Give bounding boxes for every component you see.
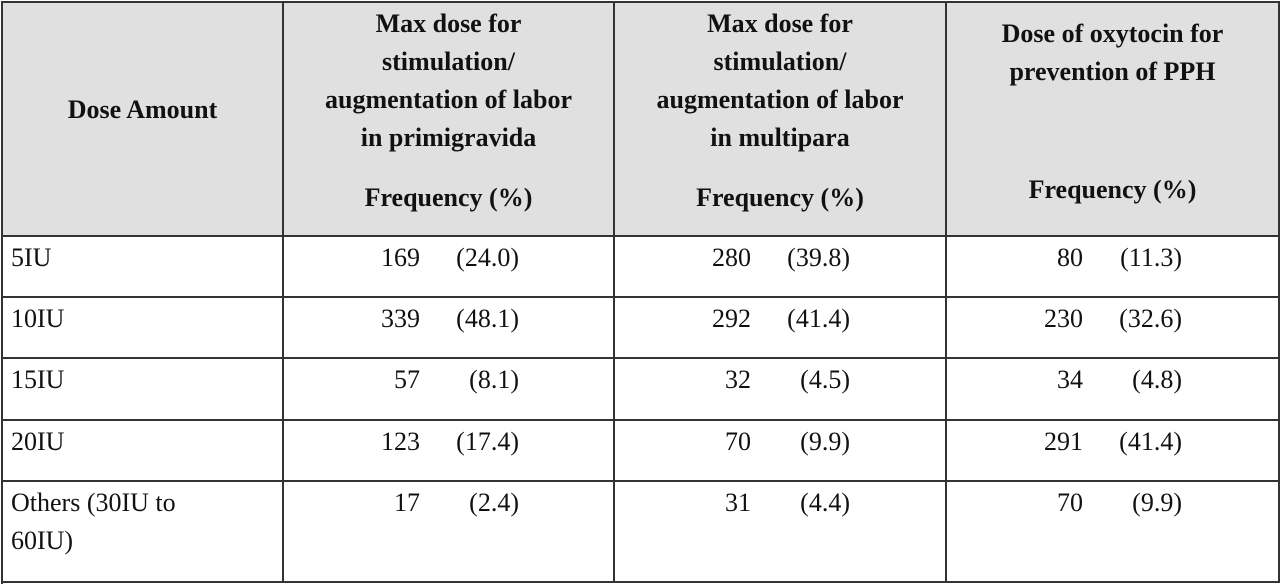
count: 31 bbox=[725, 488, 751, 517]
count: 70 bbox=[725, 427, 751, 456]
count: 123 bbox=[381, 427, 420, 456]
header-subtitle: Frequency (%) bbox=[1028, 175, 1197, 204]
data-cell: 57 (8.1) bbox=[284, 359, 615, 421]
row-label-cell: 10IU bbox=[3, 298, 284, 359]
count: 230 bbox=[1044, 304, 1083, 333]
header-title: in multipara bbox=[710, 123, 850, 152]
row-label-cell: 20IU bbox=[3, 421, 284, 482]
header-title: Max dose for bbox=[375, 9, 522, 38]
percent: (9.9) bbox=[800, 427, 850, 456]
header-title: augmentation of labor bbox=[656, 85, 904, 114]
percent: (17.4) bbox=[456, 427, 519, 456]
percent: (41.4) bbox=[787, 304, 850, 333]
data-cell: 291 (41.4) bbox=[947, 421, 1280, 482]
header-title: stimulation/ bbox=[382, 47, 515, 76]
count: 17 bbox=[394, 488, 420, 517]
count: 280 bbox=[712, 243, 751, 272]
data-cell: 32 (4.5) bbox=[615, 359, 947, 421]
header-title: in primigravida bbox=[360, 123, 537, 152]
data-cell: 70 (9.9) bbox=[947, 482, 1280, 583]
percent: (4.5) bbox=[800, 365, 850, 394]
percent: (41.4) bbox=[1119, 427, 1182, 456]
data-cell: 123 (17.4) bbox=[284, 421, 615, 482]
percent: (48.1) bbox=[456, 304, 519, 333]
row-label-cell: 5IU bbox=[3, 237, 284, 298]
header-cell: Max dose for stimulation/augmentation of … bbox=[284, 3, 615, 237]
count: 34 bbox=[1057, 365, 1083, 394]
count: 70 bbox=[1057, 488, 1083, 517]
header-title: Dose Amount bbox=[67, 95, 218, 124]
data-cell: 34 (4.8) bbox=[947, 359, 1280, 421]
data-cell: 31 (4.4) bbox=[615, 482, 947, 583]
data-cell: 280 (39.8) bbox=[615, 237, 947, 298]
count: 292 bbox=[712, 304, 751, 333]
percent: (32.6) bbox=[1119, 304, 1182, 333]
header-title: Max dose for bbox=[707, 9, 853, 38]
count: 169 bbox=[381, 243, 420, 272]
percent: (11.3) bbox=[1120, 243, 1182, 272]
row-label-cell: Others (30IU to 60IU) bbox=[3, 482, 284, 583]
percent: (9.9) bbox=[1132, 488, 1182, 517]
header-cell: Max dose for stimulation/augmentation of … bbox=[615, 3, 947, 237]
count: 339 bbox=[381, 304, 420, 333]
percent: (4.8) bbox=[1132, 365, 1182, 394]
header-cell: Dose Amount bbox=[3, 3, 284, 237]
data-cell: 292 (41.4) bbox=[615, 298, 947, 359]
data-cell: 17 (2.4) bbox=[284, 482, 615, 583]
count: 80 bbox=[1057, 243, 1083, 272]
row-label-cell: 15IU bbox=[3, 359, 284, 421]
row-label: 10IU bbox=[11, 304, 65, 333]
header-title: prevention of PPH bbox=[1009, 57, 1216, 86]
row-label: Others (30IU to 60IU) bbox=[11, 488, 176, 555]
header-cell: Dose of oxytocin for prevention of PPH Fre… bbox=[947, 3, 1280, 237]
header-subtitle: Frequency (%) bbox=[696, 183, 864, 212]
percent: (24.0) bbox=[456, 243, 519, 272]
header-title: augmentation of labor bbox=[325, 85, 572, 114]
count: 57 bbox=[394, 365, 420, 394]
percent: (39.8) bbox=[787, 243, 850, 272]
data-cell: 230 (32.6) bbox=[947, 298, 1280, 359]
count: 32 bbox=[725, 365, 751, 394]
header-title: Dose of oxytocin for bbox=[1001, 19, 1224, 48]
header-title: stimulation/ bbox=[713, 47, 847, 76]
header-subtitle: Frequency (%) bbox=[364, 183, 533, 212]
row-label: 5IU bbox=[11, 243, 52, 272]
data-cell: 80 (11.3) bbox=[947, 237, 1280, 298]
percent: (2.4) bbox=[469, 488, 519, 517]
data-cell: 70 (9.9) bbox=[615, 421, 947, 482]
row-label: 15IU bbox=[11, 365, 65, 394]
row-label: 20IU bbox=[11, 427, 65, 456]
count: 291 bbox=[1044, 427, 1083, 456]
percent: (4.4) bbox=[800, 488, 850, 517]
percent: (8.1) bbox=[469, 365, 519, 394]
data-cell: 339 (48.1) bbox=[284, 298, 615, 359]
data-cell: 169 (24.0) bbox=[284, 237, 615, 298]
